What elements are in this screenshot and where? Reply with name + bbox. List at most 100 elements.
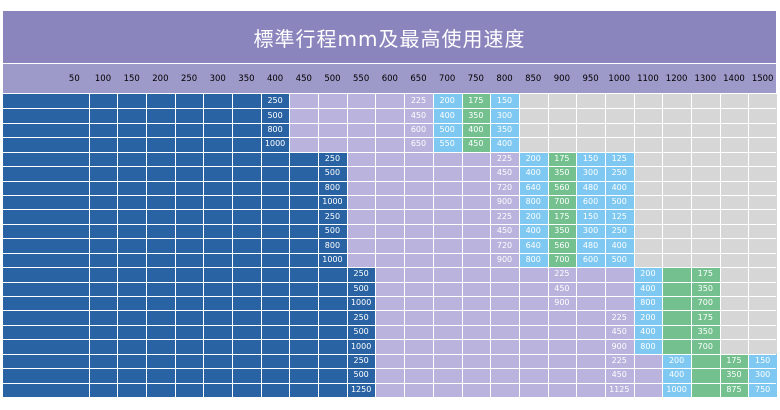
grid-vline (432, 94, 434, 397)
table-cell: 1000 (322, 197, 343, 207)
table-cell: 1125 (609, 384, 630, 394)
grid-hline (3, 324, 776, 326)
band-3-2 (375, 353, 663, 398)
table-cell: 350 (468, 110, 484, 120)
column-header-450: 450 (295, 73, 312, 84)
table-cell: 250 (267, 96, 283, 106)
table-cell: 450 (496, 168, 513, 178)
table-cell: 450 (468, 139, 484, 149)
table-cell: 500 (353, 370, 369, 380)
table-cell: 500 (267, 110, 283, 120)
table-cell: 550 (439, 139, 455, 149)
table-cell: 125 (611, 211, 627, 221)
grid-vline (461, 94, 463, 397)
table-cell: 150 (496, 96, 513, 106)
grid-vline (117, 94, 119, 397)
table-cell: 500 (353, 283, 369, 293)
grid-hline (3, 339, 776, 341)
column-header-200: 200 (152, 73, 169, 84)
column-header-300: 300 (209, 73, 226, 84)
column-header-1500: 1500 (751, 73, 774, 84)
table-cell: 250 (611, 226, 627, 236)
grid-vline (289, 94, 291, 397)
table-cell: 300 (582, 226, 599, 236)
band-3-3 (662, 353, 691, 398)
grid-vline (375, 94, 377, 397)
grid-vline (748, 94, 750, 397)
column-header-1300: 1300 (694, 73, 717, 84)
table-cell: 500 (324, 226, 341, 236)
table-cell: 640 (525, 182, 541, 192)
grid-hline (3, 166, 776, 168)
grid-hline (3, 296, 776, 298)
grid-vline (576, 94, 578, 397)
grid-vline (146, 94, 148, 397)
stroke-speed-table: 250 225 200 175 150 500 450 400 350 300 800 600 500 4… (3, 94, 777, 399)
grid-hline (3, 137, 776, 139)
table-cell: 400 (668, 370, 685, 380)
grid-vline (662, 94, 664, 397)
table-cell: 400 (611, 240, 627, 250)
table-cell: 400 (439, 110, 455, 120)
table-cell: 700 (697, 341, 713, 351)
grid-vline (490, 94, 492, 397)
grid-hline (3, 195, 776, 196)
table-cell: 600 (410, 125, 427, 135)
table-cell: 225 (496, 211, 513, 221)
column-header-1400: 1400 (723, 73, 745, 84)
table-cell: 225 (554, 269, 570, 279)
table-cell: 1000 (666, 384, 687, 394)
grid-hline (3, 382, 776, 384)
grid-hline (3, 209, 776, 211)
table-cell: 450 (496, 226, 513, 236)
table-cell: 225 (611, 312, 627, 322)
table-cell: 225 (611, 355, 627, 365)
table-cell: 800 (324, 182, 341, 192)
table-cell: 500 (353, 327, 369, 337)
table-cell: 640 (525, 240, 541, 250)
grid-vline (719, 94, 721, 397)
table-cell: 400 (525, 226, 541, 236)
grid-hline (3, 238, 776, 240)
table-cell: 200 (439, 96, 455, 106)
table-cell: 700 (554, 197, 570, 207)
table-cell: 1000 (350, 341, 372, 351)
table-cell: 125 (611, 153, 627, 163)
table-cell: 1000 (350, 298, 372, 308)
grid-vline (346, 94, 348, 397)
grid-hline (3, 223, 776, 225)
grid-hline (3, 353, 776, 355)
grid-hline (3, 108, 776, 110)
table-cell: 1000 (322, 254, 343, 264)
table-cell: 250 (353, 269, 369, 279)
table-cell: 400 (640, 283, 656, 293)
table-cell: 200 (525, 153, 541, 163)
column-header-850: 850 (525, 73, 542, 84)
table-title: 標準行程mm及最高使用速度 (3, 11, 776, 63)
table-cell: 250 (353, 312, 369, 322)
table-cell: 150 (755, 355, 771, 365)
table-cell: 750 (755, 384, 771, 394)
grid-vline (690, 94, 692, 397)
table-cell: 900 (611, 341, 627, 351)
grid-vline (404, 94, 406, 397)
table-cell: 450 (410, 110, 427, 120)
column-header-800: 800 (496, 73, 513, 84)
table-cell: 900 (496, 197, 513, 207)
table-cell: 450 (611, 370, 627, 380)
table-cell: 300 (582, 168, 599, 178)
grid-vline (260, 94, 262, 397)
grid-hline (3, 267, 776, 269)
table-cell: 350 (554, 168, 570, 178)
table-cell: 1250 (350, 384, 372, 394)
table-cell: 400 (525, 168, 541, 178)
table-cell: 150 (582, 211, 599, 221)
table-cell: 400 (611, 182, 627, 192)
band-3-1 (346, 353, 376, 398)
grid-vline (318, 94, 320, 397)
table-cell: 560 (554, 240, 570, 250)
column-header-700: 700 (439, 73, 456, 84)
table-cell: 560 (554, 182, 570, 192)
grid-vline (232, 94, 234, 397)
column-header-50: 50 (68, 73, 80, 84)
